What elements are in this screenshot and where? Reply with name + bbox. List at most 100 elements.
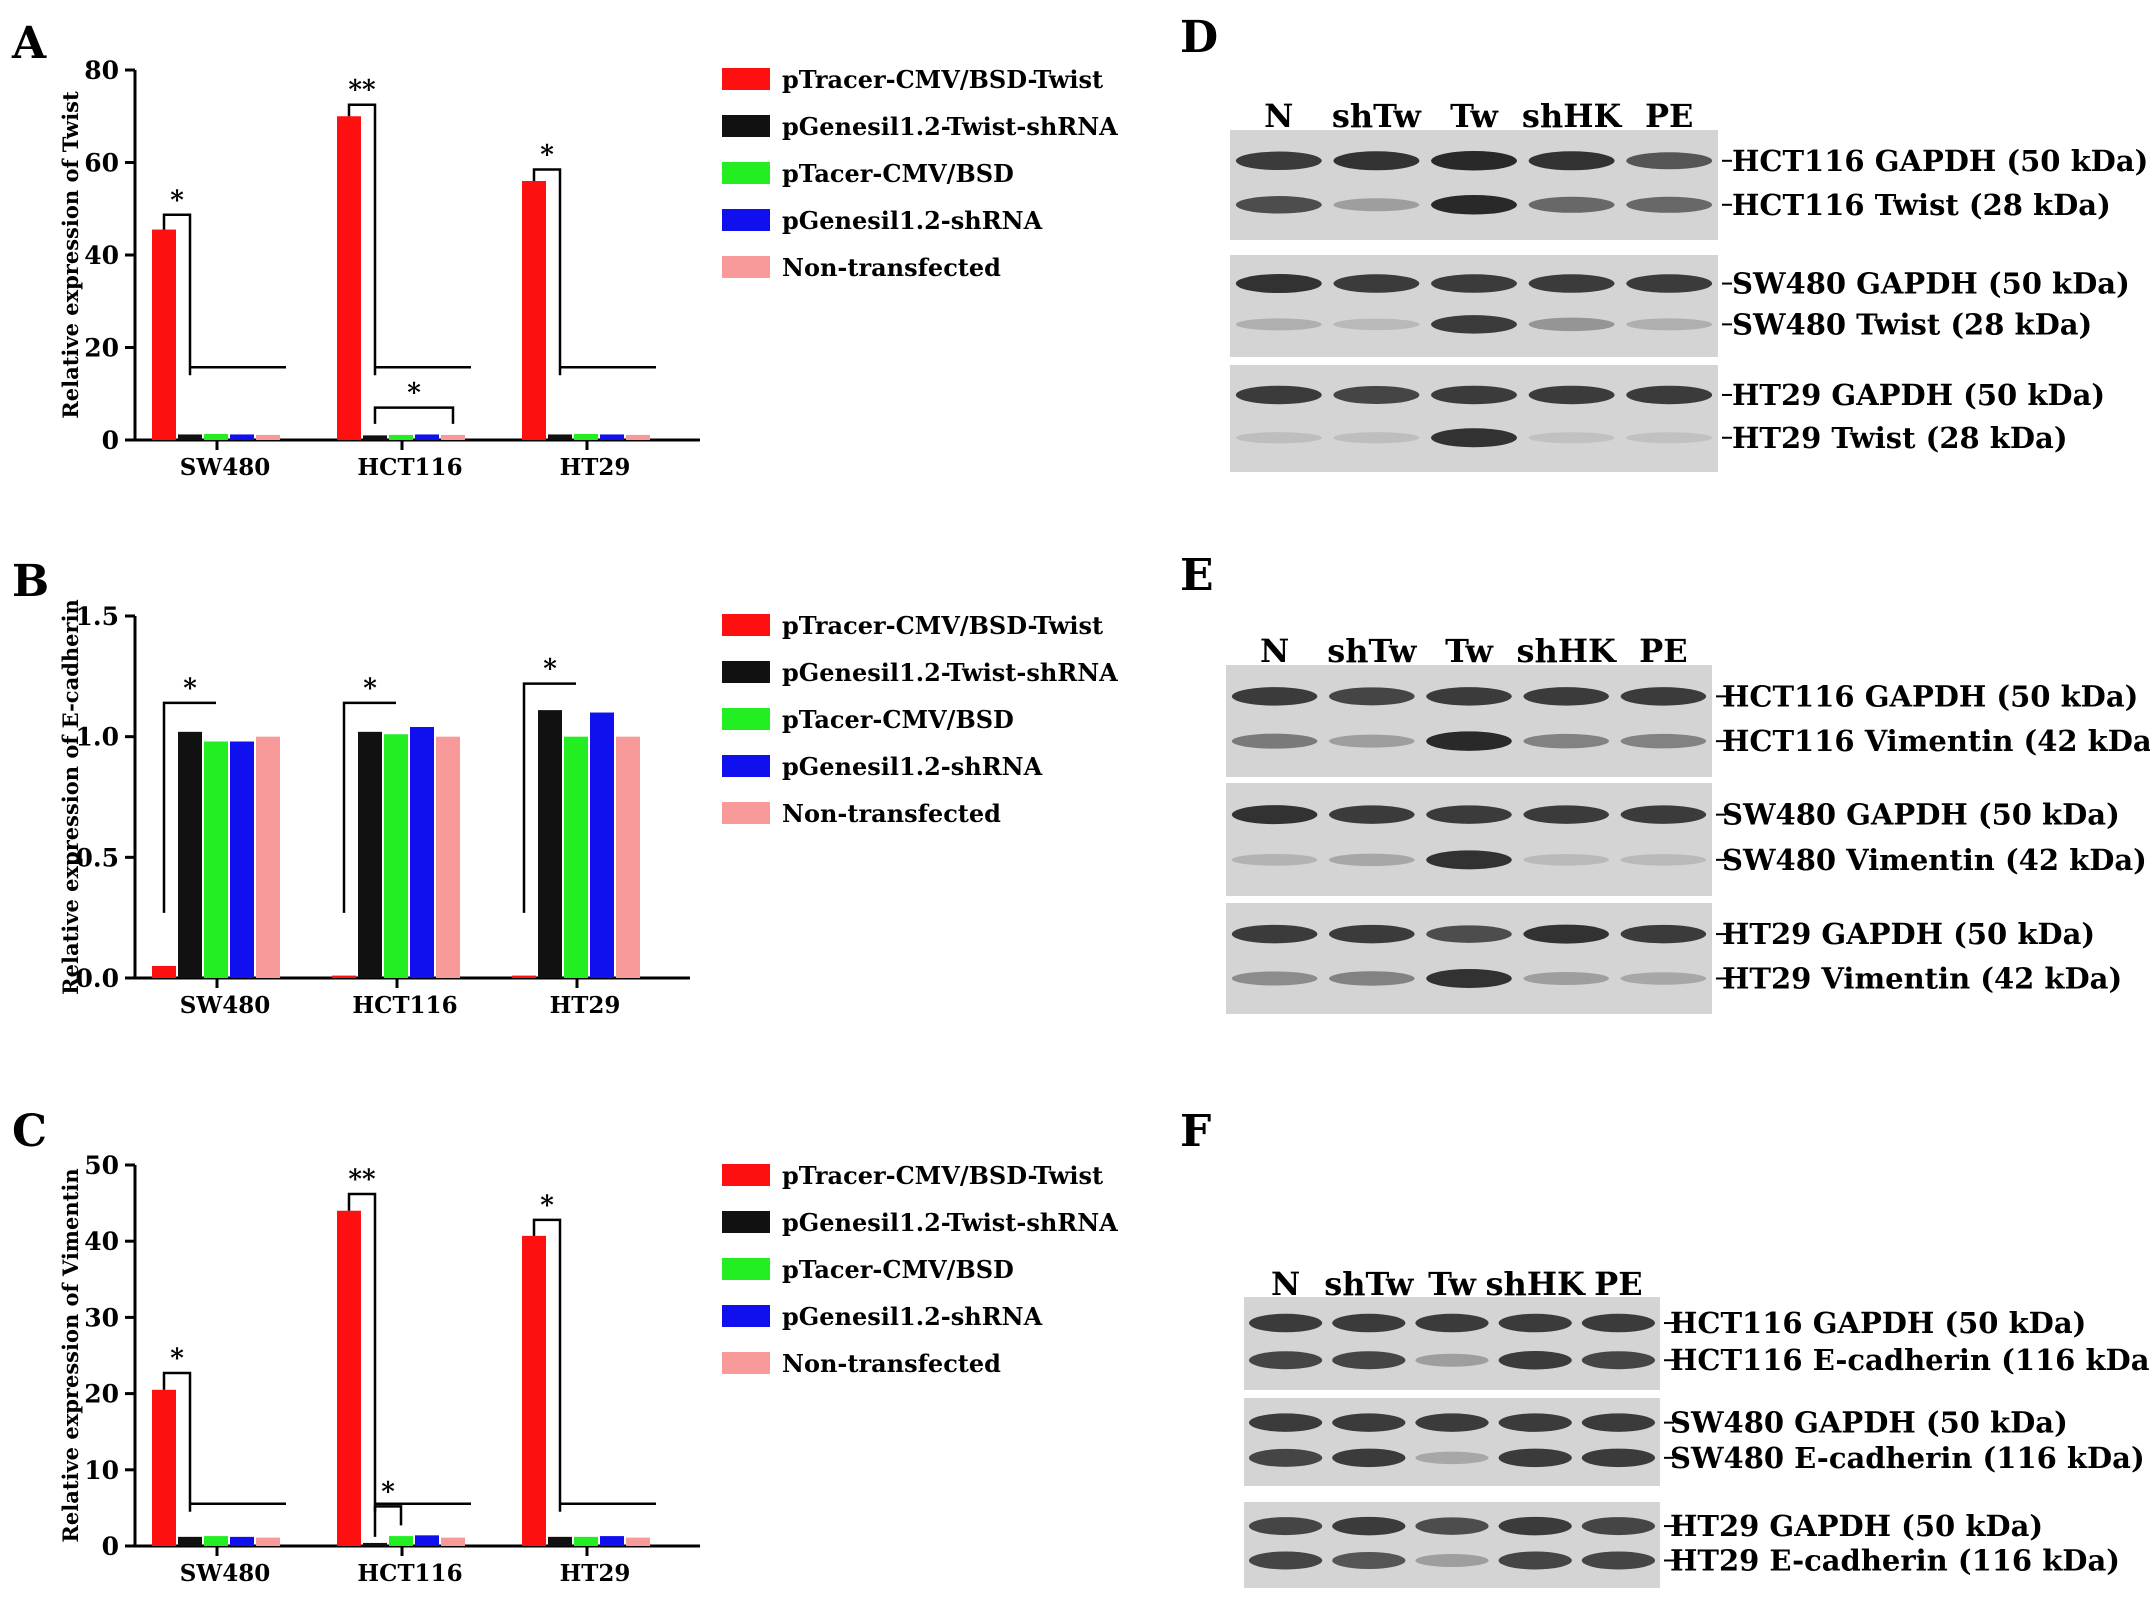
blot-band: [1528, 385, 1615, 405]
blot-membrane: [1244, 1398, 1660, 1486]
blot-band: [1329, 853, 1415, 867]
blot-band: [1333, 318, 1420, 331]
bar: [522, 1235, 546, 1546]
blot-band: [1415, 1353, 1489, 1367]
band-label: SW480 GAPDH (50 kDa): [1670, 1406, 2068, 1440]
blot-band: [1426, 925, 1512, 943]
bar: [590, 712, 614, 978]
legend-label: pGenesil1.2-Twist-shRNA: [782, 1208, 1118, 1237]
panel-letter-c: C: [12, 1106, 47, 1157]
bar: [512, 975, 536, 978]
bar: [574, 1536, 598, 1546]
y-tick-label: 0: [102, 426, 119, 455]
blot-band: [1523, 924, 1609, 944]
legend-swatch: [722, 256, 770, 278]
legend-swatch: [722, 115, 770, 137]
bar: [410, 727, 434, 978]
legend-label: Non-transfected: [782, 799, 1001, 828]
blot-band: [1333, 151, 1420, 171]
bar: [389, 434, 413, 440]
legend-label: pGenesil1.2-shRNA: [782, 752, 1043, 781]
y-tick-label: 20: [84, 334, 119, 363]
band-label: HT29 GAPDH (50 kDa): [1722, 917, 2095, 951]
blot-band: [1626, 432, 1713, 444]
lane-label: Tw: [1445, 632, 1494, 670]
blot-band: [1620, 854, 1707, 866]
blot-band: [1620, 733, 1707, 749]
blot-band: [1426, 731, 1512, 751]
blot-band: [1426, 850, 1512, 870]
blot-band: [1431, 274, 1517, 293]
legend-label: pGenesil1.2-Twist-shRNA: [782, 112, 1118, 141]
significance-star: *: [170, 1344, 184, 1374]
significance-bracket: [373, 406, 455, 424]
lane-label: shHK: [1486, 1265, 1587, 1303]
blot-band: [1528, 196, 1615, 213]
blot-band: [1528, 274, 1615, 293]
legend-label: pTacer-CMV/BSD: [782, 159, 1014, 188]
bar: [178, 434, 202, 440]
blot-band: [1415, 1413, 1489, 1432]
blot-band: [1329, 687, 1415, 706]
band-label: HT29 GAPDH (50 kDa): [1670, 1509, 2043, 1543]
blot-band: [1415, 1451, 1489, 1465]
significance-bracket: [162, 701, 216, 913]
band-label: HT29 E-cadherin (116 kDa): [1670, 1543, 2120, 1577]
blot-band: [1620, 687, 1707, 706]
bar: [337, 1210, 361, 1546]
significance-bracket: [532, 168, 562, 376]
blot-band: [1332, 1313, 1406, 1333]
bar: [415, 1535, 439, 1546]
bar: [564, 736, 588, 978]
blot-band: [1248, 1313, 1323, 1333]
bar: [363, 1542, 387, 1546]
legend-swatch: [722, 802, 770, 824]
significance-star: *: [170, 186, 184, 216]
lane-label: shTw: [1332, 97, 1423, 135]
legend-swatch: [722, 162, 770, 184]
blot-band: [1431, 315, 1517, 334]
blot-band: [1620, 972, 1707, 985]
bar: [389, 1536, 413, 1546]
blot-band: [1426, 805, 1512, 824]
blot-panel-e: E N shTw Tw shHK PE HCT116 GAPDH (50 kDa) HCT11…: [1180, 550, 2150, 1014]
legend-swatch: [722, 661, 770, 683]
blot-membrane: [1226, 783, 1712, 896]
band-label: HCT116 Vimentin (42 kDa): [1722, 724, 2150, 758]
bar: [626, 1537, 650, 1546]
blot-band: [1581, 1313, 1656, 1333]
x-tick-label: SW480: [180, 1560, 270, 1587]
lane-label: PE: [1645, 97, 1693, 135]
blot-band: [1415, 1553, 1489, 1567]
blot-band: [1498, 1516, 1572, 1536]
legend-label: Non-transfected: [782, 253, 1001, 282]
blot-band: [1498, 1551, 1572, 1570]
y-axis-label: Relative expression of Vimentin: [58, 1168, 83, 1542]
x-tick-label: SW480: [180, 454, 270, 481]
lane-label: Tw: [1428, 1265, 1477, 1303]
blot-band: [1581, 1551, 1656, 1570]
significance-star: *: [407, 379, 421, 409]
bar: [204, 1536, 228, 1546]
blot-band: [1523, 971, 1609, 985]
blot-band: [1498, 1350, 1572, 1370]
blot-band: [1498, 1313, 1572, 1333]
blot-band: [1248, 1413, 1323, 1432]
lane-label: N: [1260, 632, 1289, 670]
blot-band: [1626, 196, 1713, 213]
blot-panel-f: F N shTw Tw shHK PE HCT116 GAPDH (50 kDa)HCT11…: [1180, 1106, 2150, 1588]
blot-band: [1581, 1517, 1656, 1536]
blot-membrane: [1230, 365, 1718, 472]
bar: [230, 1536, 254, 1546]
y-tick-label: 1.5: [76, 602, 120, 631]
blot-band: [1431, 428, 1517, 448]
x-tick-label: HT29: [550, 992, 621, 1019]
bar: [626, 434, 650, 440]
blot-band: [1523, 805, 1609, 824]
blot-band: [1626, 318, 1713, 331]
legend-swatch: [722, 1352, 770, 1374]
legend-label: pGenesil1.2-shRNA: [782, 206, 1043, 235]
y-axis-label: Relative expression of Twist: [58, 91, 83, 419]
significance-star: *: [540, 1191, 554, 1221]
